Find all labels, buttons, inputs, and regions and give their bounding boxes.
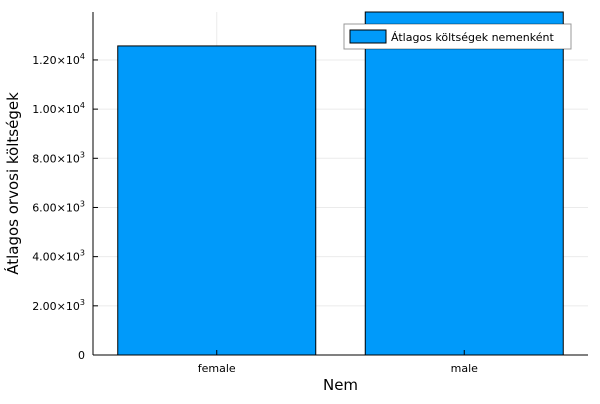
y-tick-label: 4.00×103 bbox=[32, 249, 85, 264]
y-tick-label: 8.00×103 bbox=[32, 150, 85, 165]
x-tick-label: female bbox=[198, 362, 236, 375]
y-tick-label: 0 bbox=[78, 349, 85, 362]
y-tick-label: 2.00×103 bbox=[32, 298, 85, 313]
legend: Átlagos költségek nemenként bbox=[343, 23, 572, 50]
legend-swatch bbox=[349, 29, 387, 44]
y-tick-label: 6.00×103 bbox=[32, 199, 85, 214]
x-axis-ticks: female male bbox=[198, 350, 478, 375]
bar-female bbox=[117, 45, 317, 356]
bar-male bbox=[364, 11, 564, 356]
axes bbox=[92, 12, 588, 356]
x-tick-label: male bbox=[451, 362, 479, 375]
y-tick-label: 1.20×104 bbox=[32, 52, 85, 67]
bars bbox=[117, 11, 564, 356]
legend-label: Átlagos költségek nemenként bbox=[391, 31, 554, 44]
y-tick-label: 1.00×104 bbox=[32, 101, 85, 116]
x-axis-title: Nem bbox=[323, 376, 358, 394]
y-axis-ticks: 0 2.00×103 4.00×103 6.00×103 8.00×103 1.00×10… bbox=[32, 52, 98, 362]
y-axis-title: Átlagos orvosi költségek bbox=[3, 92, 22, 275]
